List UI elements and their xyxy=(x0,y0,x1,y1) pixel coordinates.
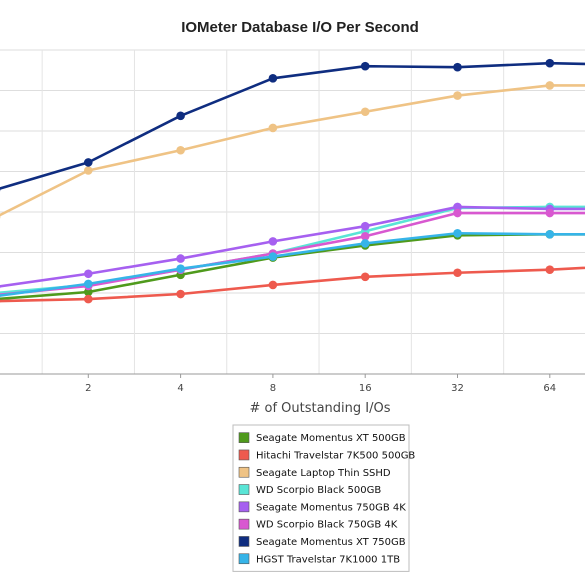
legend-label: WD Scorpio Black 750GB 4K xyxy=(256,520,398,531)
data-point xyxy=(545,208,555,218)
data-point xyxy=(545,265,555,275)
legend-label: WD Scorpio Black 500GB xyxy=(256,485,381,496)
data-point xyxy=(268,123,278,133)
x-tick-labels: 2 4 8 16 32 64 xyxy=(85,383,556,394)
legend-item: Seagate Momentus XT 500GB xyxy=(238,432,406,444)
x-tick-label: 8 xyxy=(270,383,276,394)
series-line xyxy=(0,211,585,296)
legend-label: Seagate Momentus XT 500GB xyxy=(256,433,406,444)
legend-label: Seagate Momentus 750GB 4K xyxy=(256,502,406,513)
legend-swatch xyxy=(238,484,250,495)
data-point xyxy=(176,145,185,155)
series-lines xyxy=(0,58,585,304)
legend-swatch xyxy=(238,466,250,478)
data-point xyxy=(453,228,462,238)
data-point xyxy=(268,280,278,290)
series-2 xyxy=(0,265,585,304)
series-5 xyxy=(0,202,585,289)
legend-item: WD Scorpio Black 750GB 4K xyxy=(238,518,398,531)
data-point xyxy=(84,287,93,297)
data-point xyxy=(84,279,93,289)
legend-item: Seagate Momentus 750GB 4K xyxy=(238,501,406,513)
data-point xyxy=(453,268,462,278)
legend-item: Seagate Laptop Thin SSHD xyxy=(238,466,391,479)
series-line xyxy=(0,205,585,288)
x-tick-label: 16 xyxy=(359,383,372,394)
data-point xyxy=(268,252,278,261)
data-point xyxy=(360,272,370,282)
series-8 xyxy=(0,228,585,298)
legend-label: Seagate Momentus XT 750GB xyxy=(256,537,406,548)
legend-swatch xyxy=(238,501,250,513)
legend-label: Hitachi Travelstar 7K500 500GB xyxy=(256,450,415,461)
data-point xyxy=(545,81,555,90)
series-line xyxy=(0,231,585,297)
legend-swatch xyxy=(238,432,250,443)
legend-swatch xyxy=(238,536,250,547)
data-point xyxy=(360,221,370,231)
axes xyxy=(0,373,585,378)
legend-box xyxy=(232,424,410,572)
legend-label: Seagate Laptop Thin SSHD xyxy=(256,468,391,479)
data-point xyxy=(176,264,185,274)
legend-item: Seagate Momentus XT 750GB xyxy=(238,536,406,548)
series-1 xyxy=(0,229,585,301)
legend-swatch xyxy=(238,553,250,565)
data-point xyxy=(453,208,462,218)
legend-label: HGST Travelstar 7K1000 1TB xyxy=(256,554,400,565)
data-point xyxy=(453,91,462,100)
data-point xyxy=(545,58,555,68)
x-tick-label: 64 xyxy=(543,383,556,394)
data-point xyxy=(453,202,462,212)
series-7 xyxy=(0,58,585,192)
data-point xyxy=(360,232,370,241)
data-point xyxy=(453,62,462,72)
legend-item: Hitachi Travelstar 7K500 500GB xyxy=(238,449,415,461)
x-tick-label: 2 xyxy=(85,383,91,394)
data-point xyxy=(84,294,93,304)
series-line xyxy=(0,84,585,217)
legend-swatch xyxy=(238,518,250,530)
x-tick-label: 32 xyxy=(451,383,464,394)
data-point xyxy=(84,269,93,279)
x-axis-label: # of Outstanding I/Os xyxy=(249,401,390,416)
data-point xyxy=(268,237,278,246)
series-line xyxy=(0,266,585,303)
data-point xyxy=(84,166,93,175)
data-point xyxy=(176,289,185,299)
x-tick-label: 4 xyxy=(177,383,183,394)
legend-item: HGST Travelstar 7K1000 1TB xyxy=(238,553,400,565)
legend-item: WD Scorpio Black 500GB xyxy=(238,484,381,496)
data-point xyxy=(360,61,370,71)
data-point xyxy=(268,74,278,83)
data-point xyxy=(84,158,93,167)
legend: Seagate Momentus XT 500GB Hitachi Travels… xyxy=(232,424,415,572)
data-point xyxy=(360,107,370,117)
series-3 xyxy=(0,81,585,219)
data-point xyxy=(176,254,185,263)
chart-title: IOMeter Database I/O Per Second xyxy=(181,19,419,36)
series-line xyxy=(0,61,585,190)
legend-swatch xyxy=(238,449,250,461)
data-point xyxy=(176,111,185,121)
data-point xyxy=(360,239,370,248)
data-point xyxy=(545,229,555,239)
